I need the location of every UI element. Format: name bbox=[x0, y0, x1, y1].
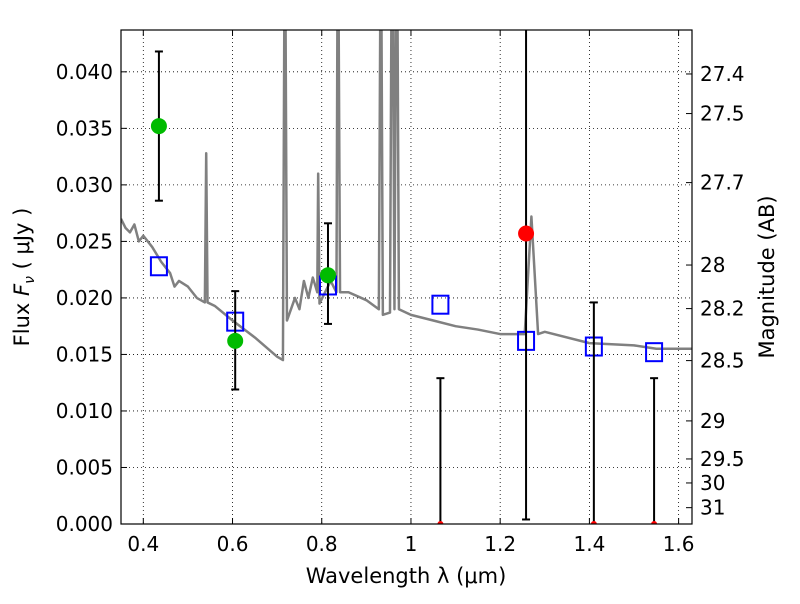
x-axis-label: Wavelength λ (μm) bbox=[306, 564, 507, 588]
x-tick-label: 1.6 bbox=[663, 532, 695, 556]
x-tick-label: 1.4 bbox=[573, 532, 605, 556]
mag-tick-label: 27.4 bbox=[700, 62, 745, 86]
mag-tick-label: 31 bbox=[700, 496, 725, 520]
non-detection-point bbox=[651, 521, 658, 524]
plot-area bbox=[121, 30, 692, 524]
detection-point bbox=[150, 118, 167, 135]
mag-tick-label: 30 bbox=[700, 471, 725, 495]
y-axis-label: Flux Fν ( μJy ) bbox=[10, 208, 38, 347]
axes-frame bbox=[120, 29, 693, 525]
model-photometry-square bbox=[149, 256, 168, 277]
model-photometry-square bbox=[645, 342, 664, 363]
y-tick-label: 0.015 bbox=[56, 342, 113, 366]
non-detection-point bbox=[590, 521, 597, 524]
mag-tick-label: 29 bbox=[700, 409, 725, 433]
mag-tick-label: 27.7 bbox=[700, 171, 745, 195]
mag-tick-label: 28.5 bbox=[700, 349, 745, 373]
mag-tick-label: 28 bbox=[700, 253, 725, 277]
y-tick-label: 0.005 bbox=[56, 455, 113, 479]
x-tick-label: 1.2 bbox=[484, 532, 516, 556]
y-tick-label: 0.035 bbox=[56, 116, 113, 140]
mag-tick-label: 28.2 bbox=[700, 297, 745, 321]
right-y-axis-label: Magnitude (AB) bbox=[755, 195, 779, 358]
y-tick-label: 0.030 bbox=[56, 173, 113, 197]
model-spectrum-line bbox=[121, 30, 692, 362]
non-detection-point bbox=[437, 521, 444, 524]
y-tick-label: 0.000 bbox=[56, 512, 113, 536]
model-photometry-square bbox=[431, 294, 450, 315]
non-detection-point bbox=[518, 225, 535, 242]
x-tick-label: 1 bbox=[405, 532, 418, 556]
y-tick-label: 0.020 bbox=[56, 286, 113, 310]
ticks: 0.4 0.6 0.8 1 1.2 1.4 1.6 0.000 0.005 0.010 0.015 0… bbox=[56, 30, 745, 556]
detection-point bbox=[319, 267, 336, 284]
mag-tick-label: 27.5 bbox=[700, 102, 745, 126]
y-tick-label: 0.040 bbox=[56, 60, 113, 84]
x-tick-label: 0.4 bbox=[127, 532, 159, 556]
x-tick-label: 0.6 bbox=[217, 532, 249, 556]
y-tick-label: 0.025 bbox=[56, 229, 113, 253]
y-tick-label: 0.010 bbox=[56, 399, 113, 423]
detection-point bbox=[227, 332, 244, 349]
mag-tick-label: 29.5 bbox=[700, 447, 745, 471]
x-tick-label: 0.8 bbox=[306, 532, 338, 556]
